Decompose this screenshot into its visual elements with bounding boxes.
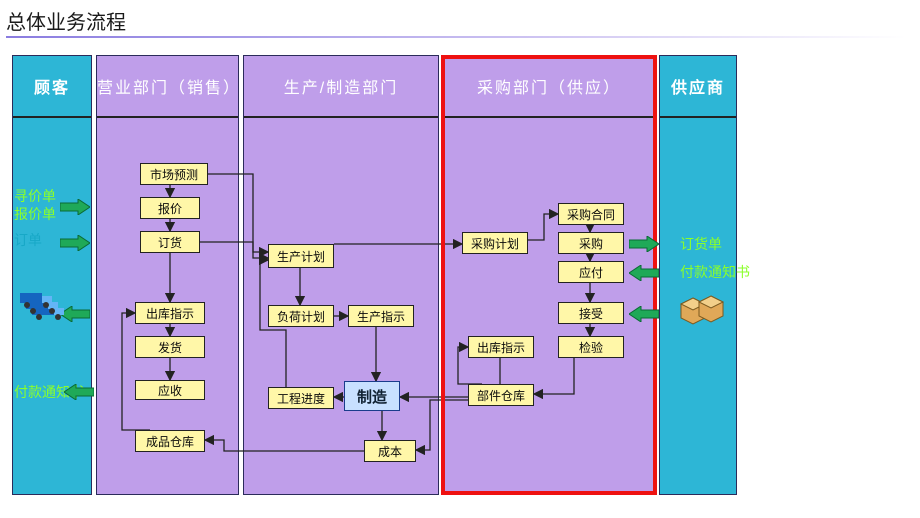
lane-sep — [13, 116, 91, 118]
lane-prod: 生产/制造部门 — [243, 55, 439, 495]
node-progress: 工程进度 — [268, 387, 334, 409]
lbl-po: 订货单 — [680, 234, 722, 254]
node-cost: 成本 — [364, 440, 416, 462]
lbl-rfq: 寻价单 — [14, 186, 56, 206]
title-rule — [6, 36, 906, 38]
green-arrow — [64, 384, 94, 398]
lane-customer: 顾客 — [12, 55, 92, 495]
lbl-paynote-r: 付款通知书 — [680, 262, 750, 282]
green-arrow — [629, 306, 659, 320]
truck-icon — [20, 290, 58, 308]
green-arrow — [629, 265, 659, 279]
lane-head-customer: 顾客 — [13, 56, 91, 116]
green-arrow — [629, 236, 659, 250]
node-out-instr-s: 出库指示 — [135, 302, 205, 324]
page-title: 总体业务流程 — [6, 6, 126, 35]
node-quote: 报价 — [140, 197, 200, 219]
lbl-quote: 报价单 — [14, 204, 56, 224]
diagram-root: 总体业务流程 顾客 营业部门（销售） 生产/制造部门 采购部门（供应） 供应商 — [0, 0, 920, 518]
lbl-order: 订单 — [14, 230, 42, 250]
node-market-forecast: 市场预测 — [140, 163, 208, 185]
node-prod-plan: 生产计划 — [268, 244, 334, 268]
highlight-purchase — [441, 55, 657, 495]
lane-sep — [660, 116, 736, 118]
lane-sales: 营业部门（销售） — [96, 55, 239, 495]
lane-head-prod: 生产/制造部门 — [244, 56, 438, 116]
node-order: 订货 — [140, 231, 200, 253]
node-prod-instr: 生产指示 — [348, 305, 414, 327]
node-load-plan: 负荷计划 — [268, 305, 334, 327]
lane-sep — [97, 116, 238, 118]
green-arrow — [60, 235, 90, 249]
lane-sep — [244, 116, 438, 118]
node-receivable: 应收 — [135, 380, 205, 400]
green-arrow — [60, 199, 90, 213]
node-mfg: 制造 — [344, 381, 400, 411]
node-fg-wh: 成品仓库 — [135, 430, 205, 452]
node-ship: 发货 — [135, 336, 205, 358]
lane-head-supplier: 供应商 — [660, 56, 736, 116]
boxes-icon — [675, 292, 725, 331]
lane-head-sales: 营业部门（销售） — [97, 56, 238, 116]
